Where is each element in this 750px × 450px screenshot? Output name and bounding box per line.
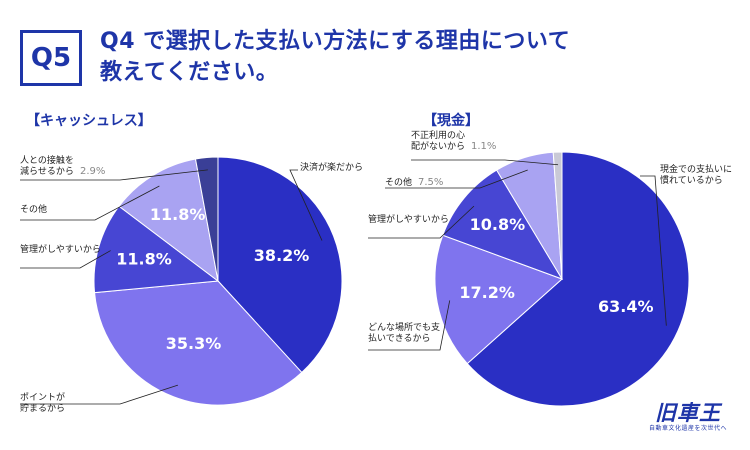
category-label-line-1-1-1: 払いできるから	[368, 332, 431, 344]
category-label-line-0-3-0: その他	[20, 203, 47, 215]
pie-slice-1-4	[552, 151, 563, 280]
outside-value-label-1-4: 1.1%	[471, 141, 496, 152]
category-label-line-0-4-1: 減らせるから	[20, 165, 74, 177]
category-label-line-0-1-0: ポイントが	[20, 391, 65, 403]
leader-line-1-3	[385, 169, 528, 189]
outside-value-label-0-4: 2.9%	[80, 166, 105, 177]
category-label-line-1-0-1: 慣れているから	[660, 174, 723, 186]
brand-tagline: 自動車文化遺産を次世代へ	[648, 425, 727, 432]
leader-line-0-0	[289, 169, 323, 241]
pie-slice-1-2	[442, 169, 564, 280]
category-label-line-1-0-0: 現金での支払いに	[660, 163, 732, 175]
category-label-line-0-0-0: 決済が楽だから	[300, 161, 363, 173]
category-label-line-0-2-0: 管理がしやすいから	[20, 243, 101, 255]
leader-line-0-1	[20, 384, 179, 405]
category-label-0-0: 決済が楽だから	[300, 161, 363, 173]
category-label-0-4: 人との接触を減らせるから	[20, 154, 74, 177]
category-label-1-3: その他	[385, 176, 412, 188]
pie-value-label-0-0: 38.2%	[254, 246, 310, 265]
pie-slice-0-2	[93, 205, 220, 294]
category-label-1-0: 現金での支払いに慣れているから	[660, 163, 732, 186]
question-badge: Q5	[20, 30, 82, 86]
pie-slice-0-0	[217, 156, 343, 374]
question-title-line-1: Q4 で選択した支払い方法にする理由について	[100, 29, 571, 54]
brand-logo-block: 旧車王 自動車文化遺産を次世代へ	[638, 402, 738, 433]
pie-value-label-0-2: 11.8%	[116, 250, 172, 269]
leader-line-1-0	[640, 175, 667, 326]
leader-line-0-3	[20, 185, 160, 221]
outside-value-label-1-3: 7.5%	[418, 177, 443, 188]
leader-line-0-4	[20, 169, 208, 181]
pie-slice-1-0	[466, 151, 690, 407]
leader-line-0-2	[20, 250, 111, 269]
category-label-line-1-4-0: 不正利用の心	[411, 129, 465, 141]
category-label-line-0-1-1: 貯まるから	[20, 403, 65, 414]
category-label-1-4: 不正利用の心配がないから	[411, 129, 465, 152]
category-label-line-0-4-0: 人との接触を	[20, 154, 74, 166]
category-label-line-1-1-0: どんな場所でも支	[368, 321, 440, 333]
category-label-1-2: 管理がしやすいから	[368, 213, 449, 225]
category-label-0-1: ポイントが貯まるから	[20, 391, 65, 414]
category-label-0-3: その他	[20, 203, 47, 215]
category-label-line-1-4-1: 配がないから	[411, 140, 465, 152]
leader-line-1-2	[368, 205, 475, 239]
leader-line-1-1	[368, 300, 451, 351]
pie-value-label-1-1: 17.2%	[459, 283, 515, 302]
category-label-line-1-3-0: その他	[385, 176, 412, 188]
pie-value-label-0-3: 11.8%	[150, 205, 206, 224]
question-title-line-2: 教えてください。	[100, 60, 279, 85]
pie-slice-0-3	[118, 158, 219, 283]
category-label-0-2: 管理がしやすいから	[20, 243, 101, 255]
cashless-chart-title: 【キャッシュレス】	[26, 113, 152, 129]
pie-value-label-1-2: 10.8%	[470, 215, 526, 234]
brand-logo: 旧車王	[655, 401, 721, 425]
pie-slice-0-1	[94, 280, 303, 406]
leader-line-1-4	[411, 159, 559, 166]
category-label-1-1: どんな場所でも支払いできるから	[368, 321, 440, 344]
cash-chart-title: 【現金】	[423, 113, 479, 129]
category-label-line-1-2-0: 管理がしやすいから	[368, 213, 449, 225]
question-title: Q4 で選択した支払い方法にする理由について 教えてください。	[100, 26, 620, 88]
pie-value-label-1-0: 63.4%	[598, 297, 654, 316]
pie-slice-1-1	[434, 234, 563, 365]
pie-value-label-0-1: 35.3%	[166, 334, 222, 353]
pie-slice-0-4	[194, 156, 219, 282]
